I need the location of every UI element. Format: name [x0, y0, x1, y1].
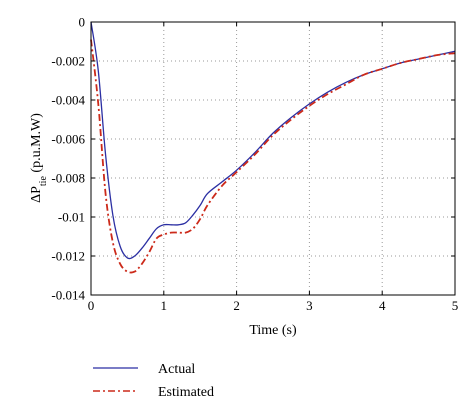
y-tick-label: -0.002 [51, 54, 85, 69]
legend: Actual Estimated [93, 362, 214, 400]
grid [91, 22, 455, 295]
y-tick-label: -0.014 [51, 288, 85, 303]
y-tick-labels: 0 -0.002 -0.004 -0.006 -0.008 -0.01 -0.012 -0.0… [51, 15, 85, 303]
y-tick-label: -0.01 [58, 210, 85, 225]
y-tick-label: -0.012 [51, 249, 85, 264]
x-tick-label: 0 [88, 298, 95, 313]
y-tick-label: -0.006 [51, 132, 85, 147]
y-axis-title-suffix: (p.u.M.W) [29, 113, 44, 176]
y-axis-title-prefix: ΔP [29, 186, 44, 203]
y-axis-title: ΔPtie (p.u.M.W) [29, 113, 49, 203]
y-tick-label: 0 [79, 15, 86, 30]
x-tick-label: 4 [379, 298, 386, 313]
series-line-estimated [90, 39, 456, 274]
y-tick-label: -0.004 [51, 93, 85, 108]
series-line-actual [90, 21, 456, 260]
x-tick-label: 1 [161, 298, 168, 313]
x-tick-label: 2 [233, 298, 240, 313]
y-tick-label: -0.008 [51, 171, 85, 186]
legend-label-actual: Actual [158, 362, 195, 377]
x-tick-labels: 0 1 2 3 4 5 [88, 298, 459, 313]
series-layer [90, 21, 456, 274]
axis-ticks [90, 21, 456, 296]
x-axis-title: Time (s) [249, 323, 297, 338]
x-tick-label: 3 [306, 298, 313, 313]
x-tick-label: 5 [452, 298, 459, 313]
plot-area-frame [90, 21, 456, 296]
legend-label-estimated: Estimated [158, 385, 214, 400]
y-axis-title-subscript: tie [38, 176, 49, 187]
